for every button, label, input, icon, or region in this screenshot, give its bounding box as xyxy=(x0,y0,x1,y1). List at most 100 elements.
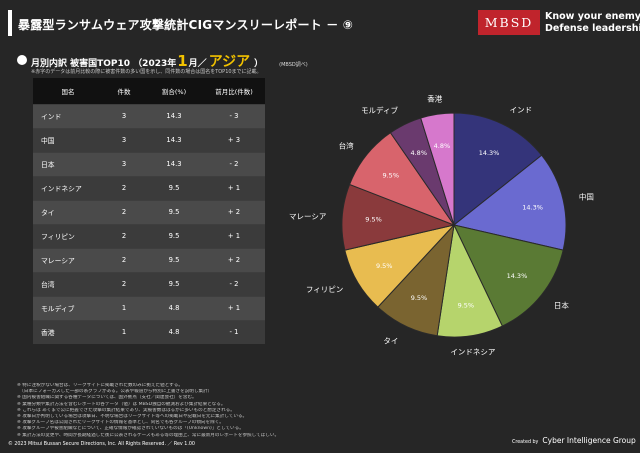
cell-country: インド xyxy=(33,103,103,128)
footnote-line: ※ 国内被害組織に関する各種データについては、国外拠点（支社／関連会社）を含む。 xyxy=(17,395,197,401)
cell-ratio: 9.5 xyxy=(145,175,203,200)
cell-count: 2 xyxy=(103,271,145,296)
pie-category-label: 台湾 xyxy=(339,141,354,151)
subtitle-suffix: 月／ xyxy=(188,59,207,69)
pie-data-label: 4.8% xyxy=(410,149,427,157)
pie-category-label: 香港 xyxy=(427,93,442,103)
pie-data-label: 14.3% xyxy=(507,272,528,280)
cell-ratio: 14.3 xyxy=(145,127,203,152)
table-row: インド 3 14.3 - 3 xyxy=(33,103,265,128)
pie-slice xyxy=(452,154,567,251)
table-row: 台湾 2 9.5 - 2 xyxy=(33,271,265,296)
cell-country: マレーシア xyxy=(33,247,103,272)
footnotes: ※ 特に注釈がない場合は、リークサイトに掲載された数のみに拠えた値とする。 （日… xyxy=(17,383,457,439)
footnote-line: ※ 特に注釈がない場合は、リークサイトに掲載された数のみに拠えた値とする。 xyxy=(17,383,183,388)
brand-logo-text: MBSD xyxy=(484,15,534,30)
subtitle-month: 1 xyxy=(177,52,188,70)
cell-ratio: 14.3 xyxy=(145,151,203,176)
cell-mom: + 2 xyxy=(203,199,265,224)
pie-slice xyxy=(453,112,543,227)
table-row: モルディブ 1 4.8 + 1 xyxy=(33,295,265,320)
cell-country: インドネシア xyxy=(33,175,103,200)
pie-data-label: 9.5% xyxy=(365,216,382,224)
footnote-line: ※ 攻撃グループや被害組織などについて、正確な情報が確認されていないものは「(U… xyxy=(17,426,244,432)
copyright: © 2023 Mitsui Bussan Secure Directions, … xyxy=(8,442,195,447)
pie-category-label: タイ xyxy=(383,336,398,345)
cell-ratio: 9.5 xyxy=(145,271,203,296)
subtitle-region: アジア xyxy=(208,54,251,70)
cell-mom: - 2 xyxy=(203,271,265,296)
victim-country-table: 国名 件数 割合(%) 前月比(件数) インド 3 14.3 - 3 中国 3 … xyxy=(33,78,265,344)
subtitle-close: ） xyxy=(254,59,264,69)
cell-count: 3 xyxy=(103,151,145,176)
cell-count: 2 xyxy=(103,199,145,224)
pie-category-label: フィリピン xyxy=(306,285,343,294)
pie-data-label: 9.5% xyxy=(411,294,428,302)
cell-count: 3 xyxy=(103,103,145,128)
table-row: 香港 1 4.8 - 1 xyxy=(33,319,265,344)
pie-data-label: 14.3% xyxy=(522,204,543,212)
credit-created-by: Created by xyxy=(512,440,539,445)
cell-count: 2 xyxy=(103,247,145,272)
cell-count: 2 xyxy=(103,223,145,248)
pie-category-label: インド xyxy=(510,106,532,115)
cell-ratio: 14.3 xyxy=(145,103,203,128)
pie-category-label: 中国 xyxy=(579,192,594,202)
cell-count: 3 xyxy=(103,127,145,152)
tagline-line-1: Know your enemy. xyxy=(545,11,640,22)
cell-mom: - 1 xyxy=(203,319,265,344)
tagline-line-2: Defense leadership. xyxy=(545,23,640,34)
cell-country: 台湾 xyxy=(33,271,103,296)
pie-category-label: モルディブ xyxy=(361,105,398,115)
cell-ratio: 9.5 xyxy=(145,247,203,272)
cell-count: 2 xyxy=(103,175,145,200)
cell-mom: + 1 xyxy=(203,223,265,248)
cell-mom: + 1 xyxy=(203,175,265,200)
section-bullet-icon xyxy=(17,55,27,65)
header-mom: 前月比(件数) xyxy=(203,78,265,104)
page-title: 暴露型ランサムウェア攻撃統計CIGマンスリーレポート － ⑨ xyxy=(18,18,354,32)
footnote-line: ※ 集計方法の変更や、時間が長期経過した後に公表されるケースもある等の理由上、常… xyxy=(17,432,280,438)
section-subtitle: 月別内訳 被害国TOP10 （2023年 1 月／ アジア ） (MBSD調べ) xyxy=(31,51,308,70)
cell-mom: - 2 xyxy=(203,151,265,176)
table-note: ※赤字のデータは前月比較の際に被害件数の多い国を示し、同件数の場合は国名をTOP… xyxy=(31,69,262,75)
footnote-line: ※ 攻撃グループ名は公開されたリークサイトの情報を基準とし、同名でも各グループの… xyxy=(17,420,224,426)
credit-cig-name: Cyber Intelligence Group xyxy=(542,436,636,445)
pie-data-label: 9.5% xyxy=(382,171,399,179)
table-row: フィリピン 2 9.5 + 1 xyxy=(33,223,265,248)
cell-country: モルディブ xyxy=(33,295,103,320)
cell-ratio: 4.8 xyxy=(145,295,203,320)
brand-logo: MBSD xyxy=(478,10,540,35)
brand-tagline: Know your enemy. Defense leadership. xyxy=(545,11,640,35)
table-row: 中国 3 14.3 + 3 xyxy=(33,127,265,152)
header-country: 国名 xyxy=(33,78,103,104)
footnote-line: ※ これらは あくまで公に把握できた攻撃の集計結果であり、実被害数ははるかに多い… xyxy=(17,407,235,413)
footnote-line: ※ 攻撃日が判明している場合は攻撃日、不明な場合はリークサイト等への掲載日や記載… xyxy=(17,414,248,420)
pie-data-label: 9.5% xyxy=(376,262,393,270)
title-accent-bar xyxy=(8,10,12,36)
pie-category-label: インドネシア xyxy=(450,348,495,357)
pie-chart: 14.3% インド 14.3% 中国 14.3% 日本 9.5% インドネシア 9.5% タイ 9.… xyxy=(289,93,594,357)
pie-category-label: 日本 xyxy=(554,300,569,310)
table-row: マレーシア 2 9.5 + 2 xyxy=(33,247,265,272)
cell-count: 1 xyxy=(103,295,145,320)
cell-mom: + 1 xyxy=(203,295,265,320)
pie-slice xyxy=(453,224,564,327)
cell-mom: - 3 xyxy=(203,103,265,128)
cell-ratio: 4.8 xyxy=(145,319,203,344)
credit: Created by Cyber Intelligence Group xyxy=(512,436,636,445)
cell-country: 香港 xyxy=(33,319,103,344)
footnote-line: （日本にフォーカスした一部の系グラフがある。公表や報道から特別に上書きを説明し集… xyxy=(17,389,213,395)
cell-country: 中国 xyxy=(33,127,103,152)
table-row: インドネシア 2 9.5 + 1 xyxy=(33,175,265,200)
pie-data-label: 9.5% xyxy=(458,301,475,309)
header-count: 件数 xyxy=(103,78,145,104)
table-row: 日本 3 14.3 - 2 xyxy=(33,151,265,176)
cell-country: タイ xyxy=(33,199,103,224)
footnote-line: ※ 業種分類や集計方法を含むレポートの各データ（値）は MBSD独自の観測および… xyxy=(17,401,226,407)
cell-mom: + 3 xyxy=(203,127,265,152)
subtitle-source: (MBSD調べ) xyxy=(279,62,308,68)
cell-ratio: 9.5 xyxy=(145,223,203,248)
cell-mom: + 2 xyxy=(203,247,265,272)
pie-category-label: マレーシア xyxy=(289,212,326,221)
